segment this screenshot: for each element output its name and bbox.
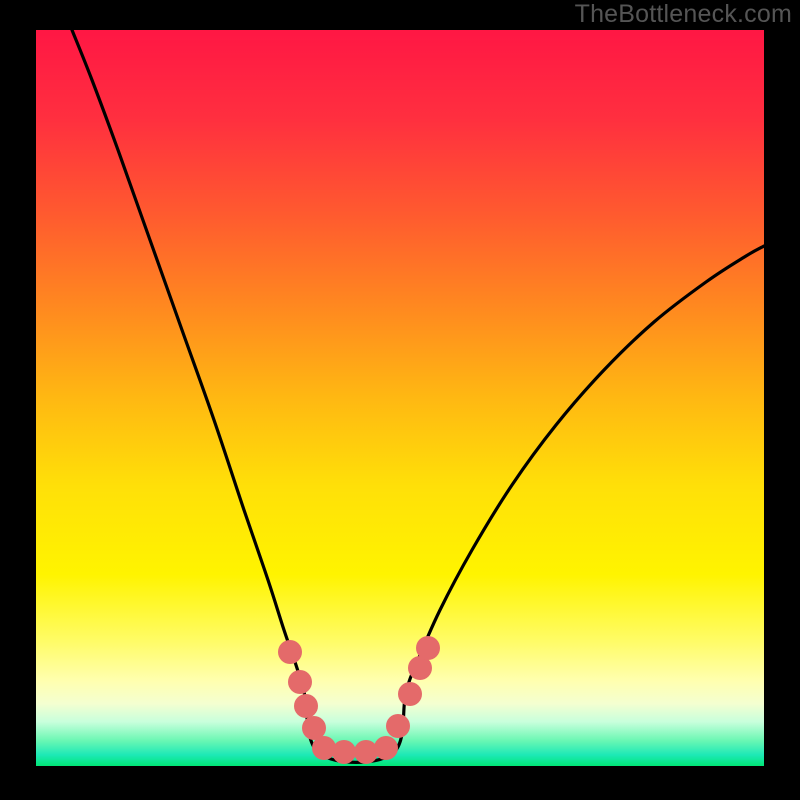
marker-dot	[278, 640, 302, 664]
marker-dot	[354, 740, 378, 764]
marker-dot	[374, 736, 398, 760]
marker-dot	[312, 736, 336, 760]
marker-dot	[294, 694, 318, 718]
marker-dot	[288, 670, 312, 694]
gradient-plot-area	[36, 30, 764, 766]
marker-dot	[386, 714, 410, 738]
chart-stage: TheBottleneck.com	[0, 0, 800, 800]
marker-dot	[332, 740, 356, 764]
marker-dot	[416, 636, 440, 660]
marker-dot	[398, 682, 422, 706]
bottleneck-plot	[0, 0, 800, 800]
